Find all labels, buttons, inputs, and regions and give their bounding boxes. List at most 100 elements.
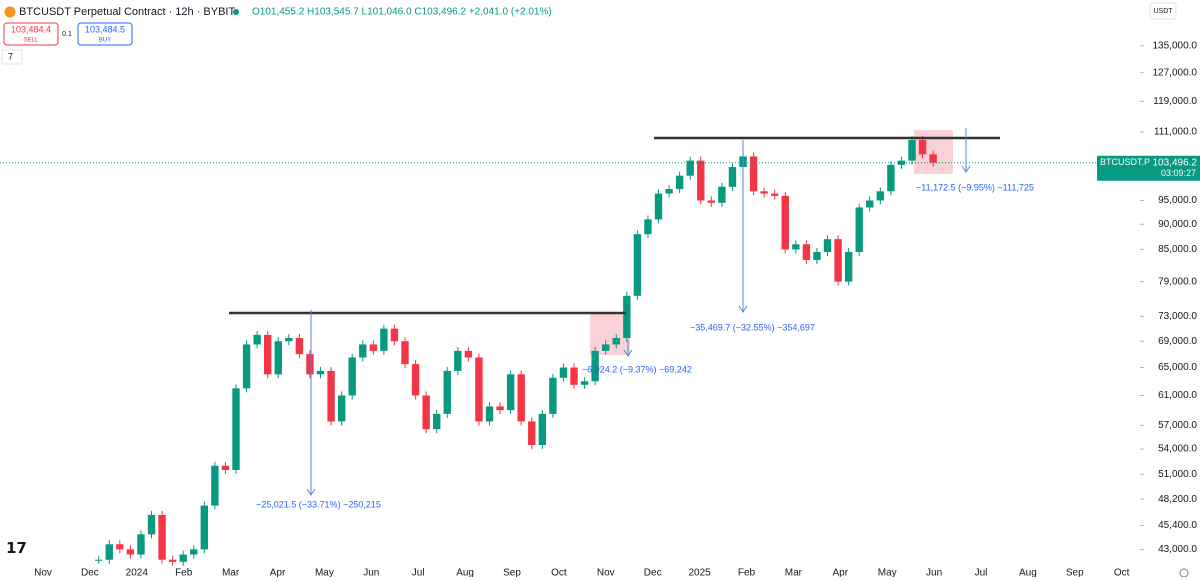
candle-body <box>496 406 504 411</box>
candle-body <box>823 239 832 253</box>
candle-body <box>866 200 874 208</box>
candle-body <box>781 195 789 250</box>
candle-body <box>855 207 863 253</box>
candle-body <box>95 559 103 561</box>
y-tick-label: 45,400.0 <box>1158 520 1197 531</box>
price-tag <box>1097 155 1200 181</box>
candle-body <box>591 350 599 382</box>
arrow <box>961 128 971 173</box>
indicators-toggle[interactable] <box>1 49 23 65</box>
candle-body <box>665 189 673 194</box>
candle-body <box>792 244 800 250</box>
indicators-count: 7 <box>8 51 13 61</box>
candle-body <box>137 534 145 555</box>
candle-body <box>454 350 462 371</box>
candle-body <box>517 374 525 422</box>
candle-body <box>538 413 547 446</box>
candle-body <box>707 200 716 203</box>
currency: USDT <box>1153 8 1173 15</box>
y-tick-label: 73,000.0 <box>1158 311 1197 322</box>
candle-body <box>559 367 568 378</box>
candle-body <box>443 370 451 414</box>
candle-body <box>105 544 113 560</box>
y-tick-label: 111,000.0 <box>1154 127 1197 138</box>
buy-button[interactable] <box>77 22 133 46</box>
candles <box>95 135 937 566</box>
x-tick-label: Apr <box>833 568 849 577</box>
candle-body <box>929 154 937 163</box>
y-tick-label: 79,000.0 <box>1158 276 1197 287</box>
candle-body <box>897 160 906 165</box>
candle-body <box>718 186 726 203</box>
x-tick-label: Nov <box>597 568 615 577</box>
measure-label: −6,924.2 (−9.37%) −69,242 <box>582 364 692 374</box>
candle-body <box>285 338 293 342</box>
candle-body <box>623 295 631 339</box>
candle-body <box>549 377 557 414</box>
y-tick-label: 90,000.0 <box>1158 219 1197 230</box>
tv-logo: 𝟭𝟳 <box>6 540 27 557</box>
candle-body <box>887 164 895 192</box>
y-tick-label: 65,000.0 <box>1158 362 1197 373</box>
candle-body <box>116 544 124 550</box>
candle-body <box>359 344 367 358</box>
x-tick-label: Apr <box>270 568 286 577</box>
candle-body <box>274 341 282 375</box>
x-tick-label: May <box>878 568 897 577</box>
candle-body <box>475 357 483 422</box>
candle-body <box>876 191 885 201</box>
candle-body <box>242 344 251 389</box>
candle-body <box>813 252 821 260</box>
x-tick-label: Mar <box>785 568 803 577</box>
candle-body <box>686 160 694 176</box>
candle-body <box>316 370 325 375</box>
y-tick-label: 127,000.0 <box>1153 67 1198 78</box>
candle-body <box>401 341 409 365</box>
sell-button[interactable] <box>3 22 59 46</box>
sell-price: 103,484.4 <box>11 24 51 34</box>
candle-body <box>834 239 842 282</box>
x-tick-label: Feb <box>738 568 756 577</box>
candle-body <box>633 234 642 296</box>
candle-body <box>253 334 261 345</box>
y-tick-label: 119,000.0 <box>1153 96 1197 107</box>
x-tick-label: Dec <box>81 568 99 577</box>
x-tick-label: Aug <box>456 568 474 577</box>
candle-body <box>528 421 536 446</box>
x-tick-label: Aug <box>1019 568 1037 577</box>
candle-body <box>802 244 811 260</box>
candle-body <box>485 406 494 422</box>
y-tick-label: 135,000.0 <box>1153 40 1198 51</box>
x-tick-label: Sep <box>1066 568 1084 577</box>
settings-icon[interactable] <box>1179 568 1189 578</box>
arrow <box>623 340 633 357</box>
candle-body <box>654 193 663 220</box>
candle-body <box>232 388 240 470</box>
candle-body <box>327 370 335 422</box>
candle-body <box>200 505 209 550</box>
candle-body <box>506 374 515 411</box>
candle-body <box>411 364 420 396</box>
sell-label: SELL <box>24 38 39 44</box>
candle-body <box>433 413 441 430</box>
x-tick-label: Jun <box>363 568 379 577</box>
currency-button[interactable] <box>1149 2 1177 20</box>
candle-body <box>760 191 768 194</box>
measure-label: −11,172.5 (−9.95%) −111,725 <box>916 182 1034 192</box>
x-tick-label: Dec <box>644 568 662 577</box>
series-name: BTCUSDT.P <box>1100 157 1150 167</box>
symbol-title[interactable]: BTCUSDT Perpetual Contract · 12h · BYBIT <box>19 6 235 18</box>
y-tick-label: 57,000.0 <box>1158 420 1197 431</box>
x-tick-label: Oct <box>1114 568 1130 577</box>
candle-body <box>211 465 219 506</box>
candle-body <box>422 395 430 430</box>
candle-body <box>771 193 779 196</box>
candle-body <box>580 381 589 385</box>
candle-body <box>675 175 684 190</box>
candle-body <box>348 357 356 396</box>
candle-body <box>918 139 927 155</box>
arrow <box>738 140 748 313</box>
candle-body <box>221 465 230 470</box>
